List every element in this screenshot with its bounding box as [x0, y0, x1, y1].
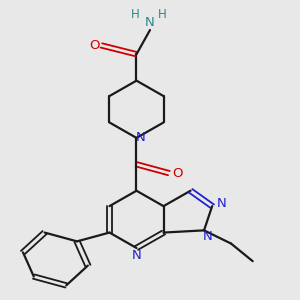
- Text: N: N: [132, 249, 141, 262]
- Text: H: H: [131, 8, 140, 21]
- Text: H: H: [158, 8, 167, 21]
- Text: N: N: [136, 131, 146, 144]
- Text: N: N: [145, 16, 155, 29]
- Text: N: N: [217, 197, 226, 210]
- Text: N: N: [203, 230, 213, 244]
- Text: O: O: [172, 167, 182, 180]
- Text: O: O: [89, 39, 100, 52]
